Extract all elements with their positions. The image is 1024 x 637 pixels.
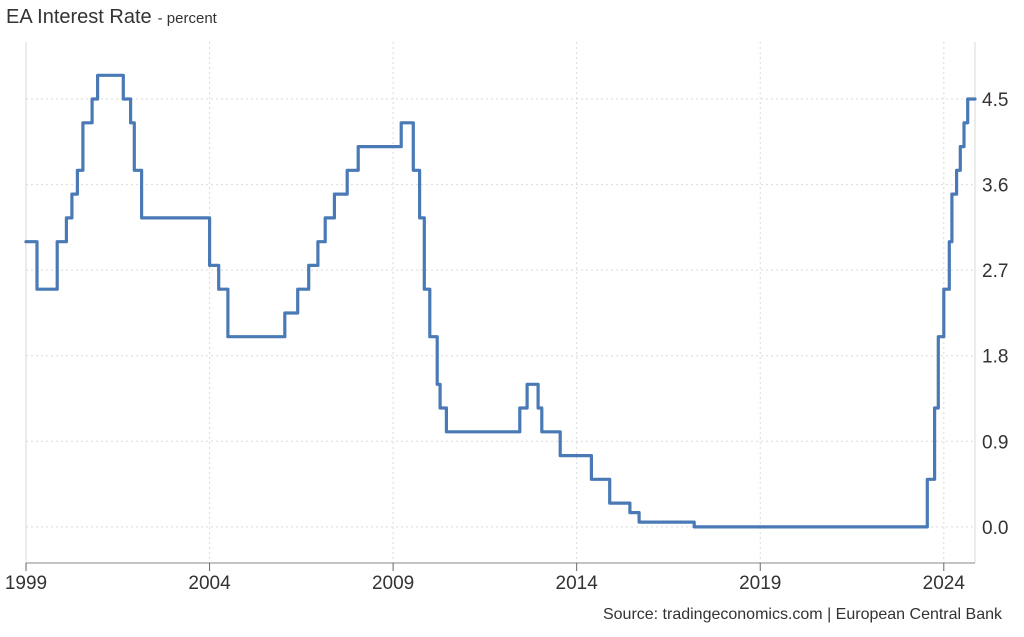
chart-subtitle: - percent xyxy=(157,10,217,27)
x-axis-ticks: 1999 2004 2009 2014 2019 2024 xyxy=(5,563,965,594)
y-tick-label: 4.5 xyxy=(982,90,1008,111)
x-tick-label: 2009 xyxy=(372,573,414,594)
axes xyxy=(25,42,976,564)
y-tick-label: 0.0 xyxy=(982,518,1008,539)
y-axis-ticks: 0.0 0.9 1.8 2.7 3.6 4.5 xyxy=(982,90,1008,539)
y-tick-label: 1.8 xyxy=(982,347,1008,368)
x-tick-label: 2019 xyxy=(739,573,781,594)
grid xyxy=(25,42,975,563)
series-layer xyxy=(24,73,977,529)
x-tick-label: 2004 xyxy=(188,573,231,594)
x-tick-label: 1999 xyxy=(5,573,47,594)
y-tick-label: 3.6 xyxy=(982,176,1008,197)
y-tick-label: 0.9 xyxy=(982,432,1008,453)
source-note: Source: tradingeconomics.com | European … xyxy=(602,606,1002,623)
chart-title: EA Interest Rate xyxy=(6,6,152,28)
x-tick-label: 2024 xyxy=(923,573,966,594)
chart-title-wrap: EA Interest Rate - percent xyxy=(6,6,217,29)
series-line xyxy=(24,73,977,529)
x-tick-label: 2014 xyxy=(556,573,599,594)
y-tick-label: 2.7 xyxy=(982,261,1008,282)
